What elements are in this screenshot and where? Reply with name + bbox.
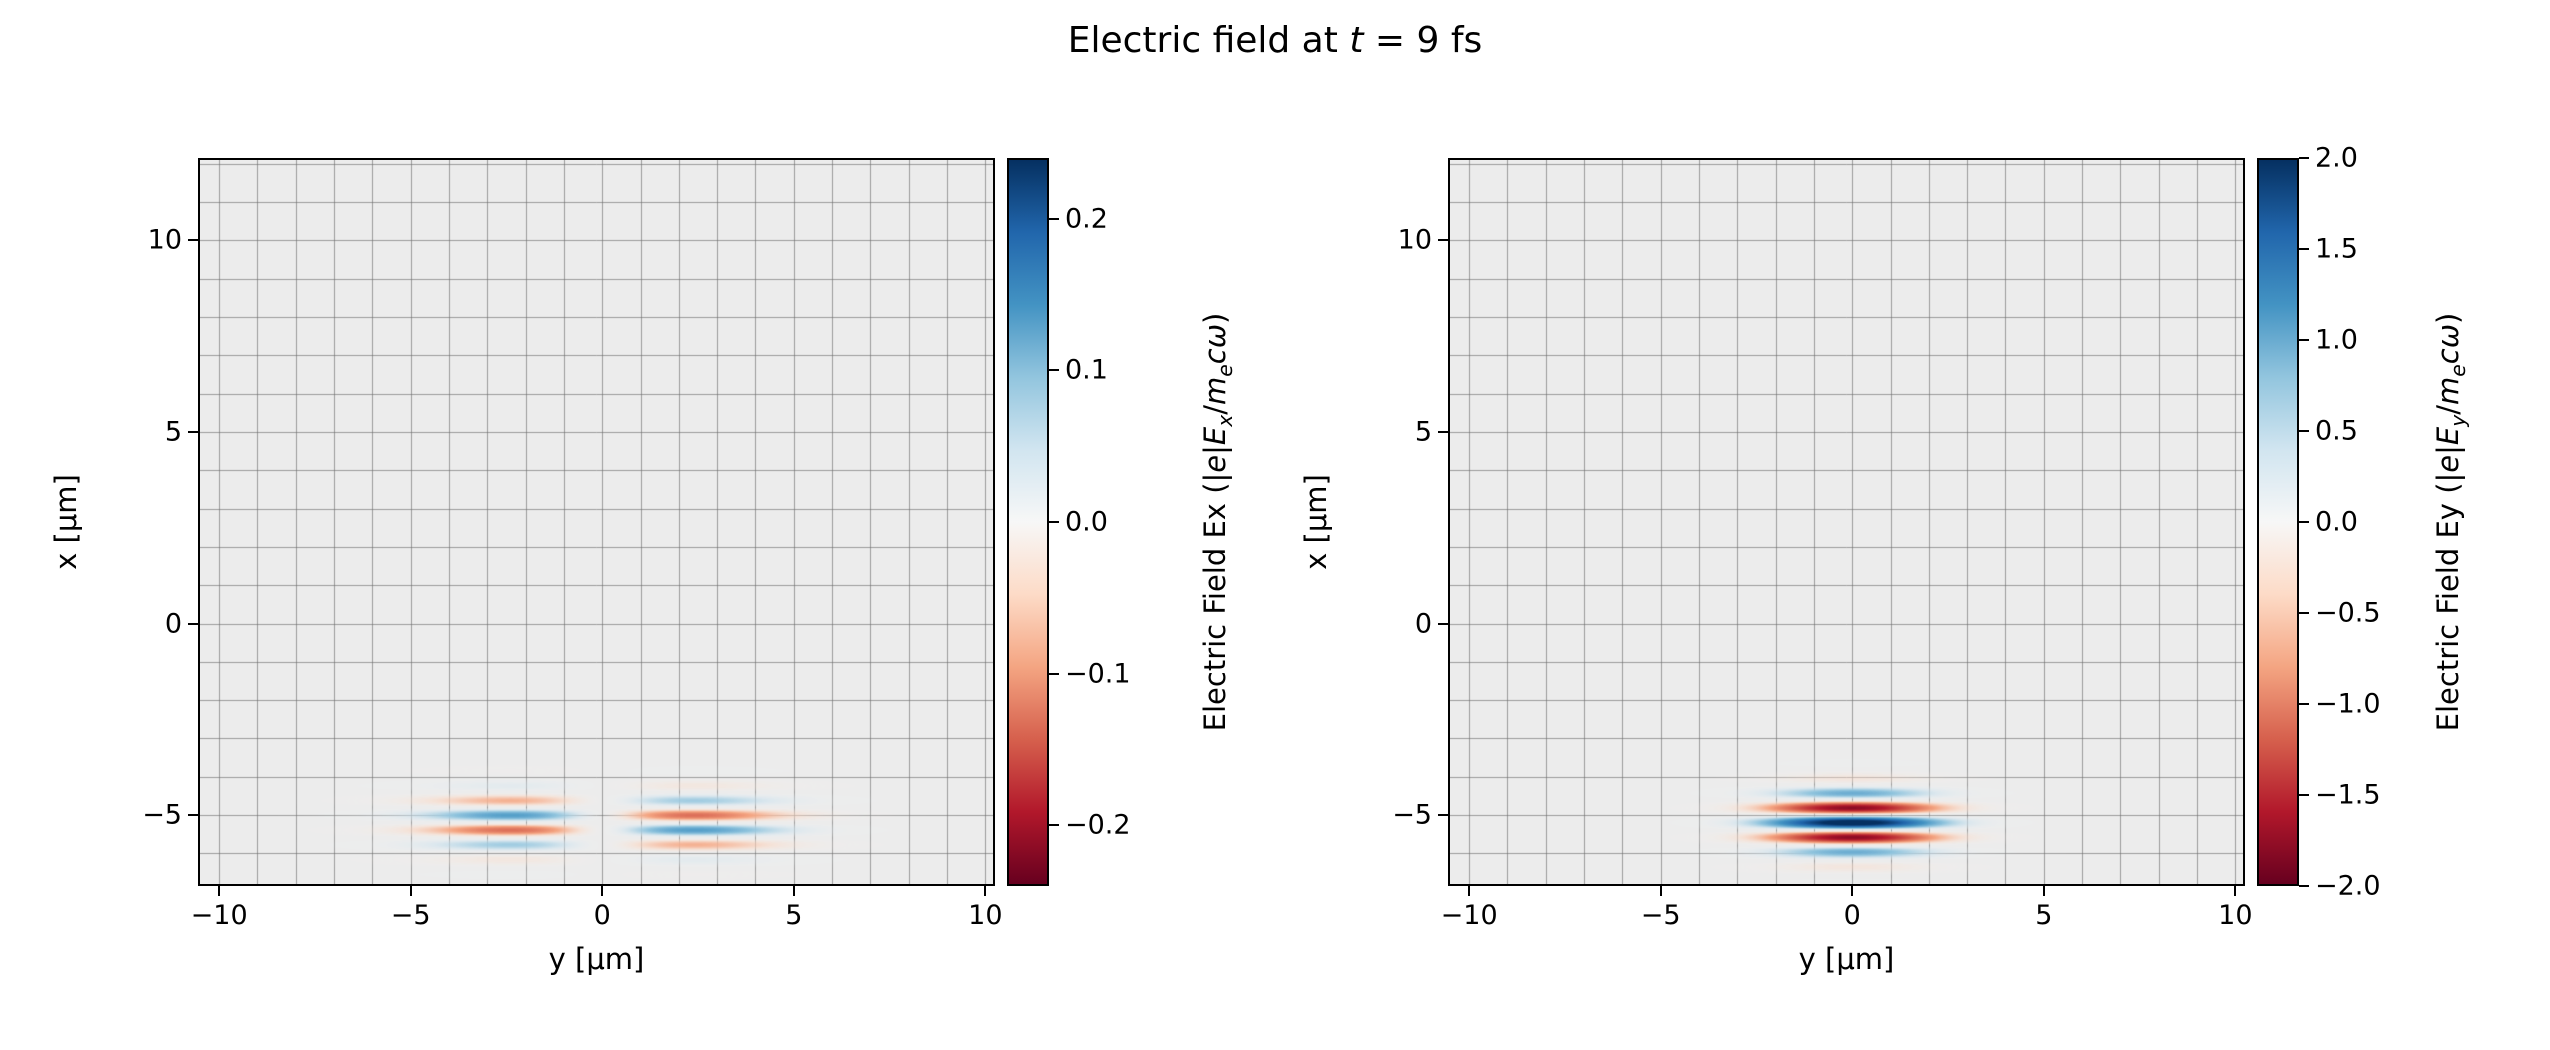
colorbar-tick-label-ey: 0.5: [2315, 415, 2358, 447]
colorbar-tick-mark-ex: [1049, 672, 1059, 675]
colorbar-tick-label-ex: −0.1: [1065, 658, 1131, 690]
colorbar-tick-label-ey: 1.0: [2315, 324, 2358, 356]
x-tick-label-ey: 5: [2035, 900, 2053, 931]
colorbar-tick-label-ey: 2.0: [2315, 142, 2358, 174]
figure-title: Electric field at t = 9 fs: [1067, 20, 1483, 61]
x-tick-label-ex: 5: [785, 900, 803, 931]
colorbar-ex: [1007, 158, 1049, 886]
colorbar-tick-mark-ey: [2299, 521, 2309, 523]
colorbar-tick-mark-ex: [1049, 217, 1059, 220]
x-tick-label-ey: 0: [1843, 900, 1861, 931]
y-tick-mark-ex: [188, 814, 198, 817]
y-tick-label-ex: 5: [164, 416, 182, 448]
heatmap-ex: [200, 160, 993, 884]
y-tick-mark-ex: [188, 622, 198, 625]
y-axis-label-ex: x [μm]: [49, 474, 83, 570]
x-tick-mark-ey: [1659, 886, 1662, 896]
x-tick-label-ey: −10: [1440, 900, 1498, 931]
heatmap-ey: [1450, 160, 2243, 884]
colorbar-tick-label-ey: 1.5: [2315, 233, 2358, 265]
y-tick-mark-ex: [188, 430, 198, 433]
colorbar-tick-label-ex: 0.2: [1065, 203, 1108, 235]
colorbar-tick-mark-ey: [2299, 430, 2309, 432]
y-tick-mark-ey: [1438, 430, 1448, 433]
colorbar-tick-label-ey: −1.0: [2315, 688, 2381, 720]
x-tick-label-ex: −10: [190, 900, 248, 931]
y-tick-label-ey: −5: [1392, 799, 1432, 831]
x-tick-mark-ey: [1468, 886, 1471, 896]
y-tick-label-ey: 10: [1397, 224, 1432, 256]
colorbar-ey: [2257, 158, 2299, 886]
colorbar-tick-mark-ey: [2299, 794, 2309, 796]
colorbar-tick-mark-ey: [2299, 157, 2309, 159]
y-tick-mark-ex: [188, 239, 198, 242]
y-tick-label-ex: 10: [147, 224, 182, 256]
y-tick-mark-ey: [1438, 814, 1448, 817]
y-tick-mark-ey: [1438, 622, 1448, 625]
colorbar-tick-mark-ey: [2299, 339, 2309, 341]
x-tick-mark-ex: [409, 886, 412, 896]
x-tick-mark-ey: [2042, 886, 2045, 896]
colorbar-tick-label-ey: −0.5: [2315, 597, 2381, 629]
x-tick-mark-ex: [601, 886, 604, 896]
x-tick-label-ex: −5: [390, 900, 431, 931]
y-tick-label-ex: 0: [164, 608, 182, 639]
colorbar-tick-mark-ex: [1049, 521, 1059, 523]
y-tick-label-ex: −5: [142, 799, 182, 831]
y-axis-label-ey: x [μm]: [1299, 474, 1333, 570]
y-tick-label-ey: 0: [1414, 608, 1432, 639]
plot-area-ey: [1448, 158, 2245, 886]
colorbar-label-ey: Electric Field Ey (|e|Ey/mecω): [2431, 312, 2470, 732]
colorbar-tick-label-ey: 0.0: [2315, 506, 2358, 538]
colorbar-tick-mark-ey: [2299, 612, 2309, 614]
x-tick-label-ex: 0: [593, 900, 611, 931]
x-tick-label-ex: 10: [968, 900, 1003, 931]
plot-area-ex: [198, 158, 995, 886]
x-tick-mark-ex: [984, 886, 987, 896]
y-tick-label-ey: 5: [1414, 416, 1432, 448]
colorbar-tick-mark-ex: [1049, 369, 1059, 372]
colorbar-tick-label-ex: 0.0: [1065, 506, 1108, 538]
x-tick-label-ey: −5: [1640, 900, 1681, 931]
x-tick-label-ey: 10: [2218, 900, 2253, 931]
colorbar-tick-label-ey: −2.0: [2315, 870, 2381, 902]
colorbar-tick-mark-ex: [1049, 824, 1059, 827]
colorbar-tick-label-ey: −1.5: [2315, 779, 2381, 811]
x-tick-mark-ey: [1851, 886, 1854, 896]
colorbar-tick-label-ex: 0.1: [1065, 354, 1108, 386]
x-tick-mark-ex: [218, 886, 221, 896]
colorbar-tick-mark-ey: [2299, 248, 2309, 250]
x-axis-label-ex: y [μm]: [548, 942, 645, 976]
colorbar-tick-label-ex: −0.2: [1065, 809, 1131, 841]
colorbar-tick-mark-ey: [2299, 703, 2309, 705]
colorbar-tick-mark-ey: [2299, 885, 2309, 887]
y-tick-mark-ey: [1438, 239, 1448, 242]
colorbar-label-ex: Electric Field Ex (|e|Ex/mecω): [1198, 312, 1237, 732]
x-axis-label-ey: y [μm]: [1798, 942, 1895, 976]
x-tick-mark-ex: [792, 886, 795, 896]
x-tick-mark-ey: [2234, 886, 2237, 896]
